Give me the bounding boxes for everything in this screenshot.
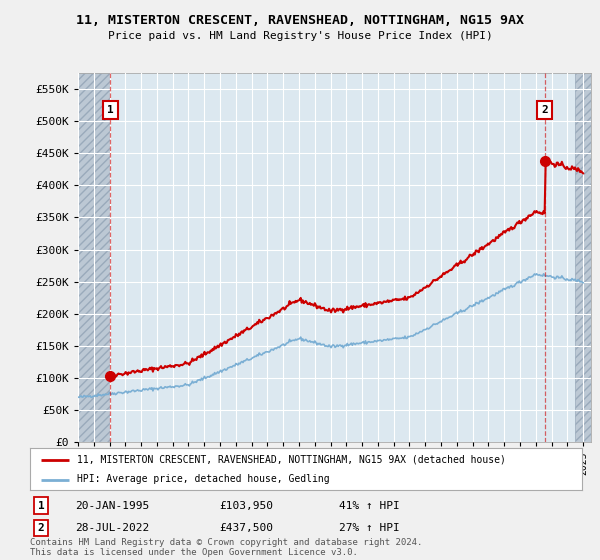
Text: £103,950: £103,950 <box>219 501 273 511</box>
Text: 1: 1 <box>38 501 44 511</box>
Text: HPI: Average price, detached house, Gedling: HPI: Average price, detached house, Gedl… <box>77 474 329 484</box>
Text: 2: 2 <box>541 105 548 115</box>
Bar <box>78 73 110 442</box>
Text: 1: 1 <box>107 105 114 115</box>
Text: 2: 2 <box>38 523 44 533</box>
Text: 11, MISTERTON CRESCENT, RAVENSHEAD, NOTTINGHAM, NG15 9AX (detached house): 11, MISTERTON CRESCENT, RAVENSHEAD, NOTT… <box>77 455 506 465</box>
Text: £437,500: £437,500 <box>219 523 273 533</box>
Text: 28-JUL-2022: 28-JUL-2022 <box>75 523 149 533</box>
Text: Contains HM Land Registry data © Crown copyright and database right 2024.
This d: Contains HM Land Registry data © Crown c… <box>30 538 422 557</box>
Bar <box>575 73 591 442</box>
Text: 11, MISTERTON CRESCENT, RAVENSHEAD, NOTTINGHAM, NG15 9AX: 11, MISTERTON CRESCENT, RAVENSHEAD, NOTT… <box>76 14 524 27</box>
Text: 41% ↑ HPI: 41% ↑ HPI <box>339 501 400 511</box>
Text: 27% ↑ HPI: 27% ↑ HPI <box>339 523 400 533</box>
Text: Price paid vs. HM Land Registry's House Price Index (HPI): Price paid vs. HM Land Registry's House … <box>107 31 493 41</box>
Text: 20-JAN-1995: 20-JAN-1995 <box>75 501 149 511</box>
